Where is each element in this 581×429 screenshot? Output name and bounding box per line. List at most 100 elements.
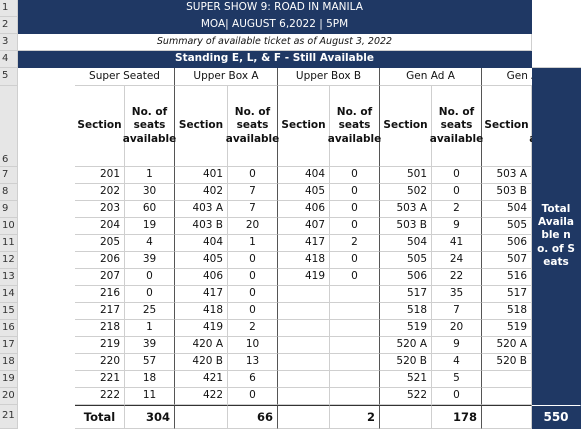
total-blank	[482, 405, 532, 429]
section-cell: 206	[75, 252, 125, 269]
seats-cell: 0	[228, 286, 278, 303]
section-cell: 516	[482, 269, 532, 286]
section-cell: 502	[380, 184, 432, 201]
section-cell: 401	[175, 167, 228, 184]
row-number: 16	[0, 320, 18, 337]
section-cell: 503 A	[380, 201, 432, 218]
section-cell: 217	[75, 303, 125, 320]
section-cell: 504	[482, 201, 532, 218]
title-row: Standing E, L, & F - Still Available	[18, 51, 532, 68]
seats-cell: 7	[432, 303, 482, 320]
section-cell: 216	[75, 286, 125, 303]
section-cell: 419	[278, 269, 330, 286]
seats-cell: 2	[228, 320, 278, 337]
seats-cell: 4	[125, 235, 175, 252]
row-number: 14	[0, 286, 18, 303]
section-cell: 507	[482, 252, 532, 269]
group-name: Upper Box A	[175, 68, 278, 86]
group-name: Super Seated	[75, 68, 175, 86]
section-cell: 503 A	[482, 167, 532, 184]
section-cell: 420 A	[175, 337, 228, 354]
section-cell: 522	[380, 388, 432, 405]
column-header: Section	[278, 86, 330, 167]
row-number: 6	[0, 86, 18, 167]
section-cell: 506	[482, 235, 532, 252]
row-number: 8	[0, 184, 18, 201]
seats-cell: 0	[228, 269, 278, 286]
section-cell: 204	[75, 218, 125, 235]
row-number: 9	[0, 201, 18, 218]
section-cell: 520 A	[380, 337, 432, 354]
section-cell: 503 B	[482, 184, 532, 201]
row-number: 20	[0, 388, 18, 405]
section-cell: 405	[278, 184, 330, 201]
blank-cell	[532, 0, 581, 68]
title-row: SUPER SHOW 9: ROAD IN MANILA	[18, 0, 532, 17]
section-cell	[482, 371, 532, 388]
row-number: 18	[0, 354, 18, 371]
row-number: 15	[0, 303, 18, 320]
group-total: 304	[125, 405, 175, 429]
column-header: No. of seats available	[226, 86, 279, 167]
section-cell: 519	[380, 320, 432, 337]
group-total: 178	[432, 405, 482, 429]
section-cell: 202	[75, 184, 125, 201]
section-cell: 419	[175, 320, 228, 337]
section-cell: 219	[75, 337, 125, 354]
seats-cell: 1	[125, 320, 175, 337]
row-number: 12	[0, 252, 18, 269]
column-header: Section	[75, 86, 125, 167]
section-cell: 520 A	[482, 337, 532, 354]
row-number: 7	[0, 167, 18, 184]
seats-cell: 0	[228, 303, 278, 320]
row-number: 1	[0, 0, 18, 17]
section-cell: 505	[482, 218, 532, 235]
section-cell: 521	[380, 371, 432, 388]
seats-cell: 22	[432, 269, 482, 286]
section-cell: 501	[380, 167, 432, 184]
section-cell	[278, 303, 330, 320]
section-cell	[278, 286, 330, 303]
section-cell: 222	[75, 388, 125, 405]
section-cell: 517	[482, 286, 532, 303]
column-header: No. of seats available	[430, 86, 483, 167]
seats-cell: 4	[432, 354, 482, 371]
seats-cell: 0	[330, 201, 380, 218]
row-number: 11	[0, 235, 18, 252]
section-cell: 505	[380, 252, 432, 269]
seats-cell: 0	[432, 184, 482, 201]
section-cell: 406	[175, 269, 228, 286]
seats-cell: 25	[125, 303, 175, 320]
row-number: 19	[0, 371, 18, 388]
section-cell: 221	[75, 371, 125, 388]
seats-cell: 1	[228, 235, 278, 252]
section-cell	[278, 354, 330, 371]
seats-cell: 0	[125, 269, 175, 286]
section-cell: 207	[75, 269, 125, 286]
section-cell: 220	[75, 354, 125, 371]
section-cell: 506	[380, 269, 432, 286]
seats-cell: 18	[125, 371, 175, 388]
seats-cell: 13	[228, 354, 278, 371]
seats-cell: 0	[432, 388, 482, 405]
seats-cell: 19	[125, 218, 175, 235]
seats-cell: 20	[228, 218, 278, 235]
seats-cell: 0	[330, 218, 380, 235]
section-cell: 403 A	[175, 201, 228, 218]
row-number: 21	[0, 405, 18, 429]
seats-cell	[330, 371, 380, 388]
seats-cell: 0	[330, 269, 380, 286]
column-header: Section	[380, 86, 432, 167]
seats-cell: 60	[125, 201, 175, 218]
seats-cell	[330, 286, 380, 303]
seats-cell: 2	[330, 235, 380, 252]
section-cell: 519	[482, 320, 532, 337]
seats-cell: 7	[228, 201, 278, 218]
section-cell: 405	[175, 252, 228, 269]
column-header: No. of seats available	[123, 86, 176, 167]
seats-cell: 5	[432, 371, 482, 388]
group-name: Gen Ad A	[380, 68, 482, 86]
seats-cell: 9	[432, 218, 482, 235]
seats-cell: 41	[432, 235, 482, 252]
seats-cell: 57	[125, 354, 175, 371]
